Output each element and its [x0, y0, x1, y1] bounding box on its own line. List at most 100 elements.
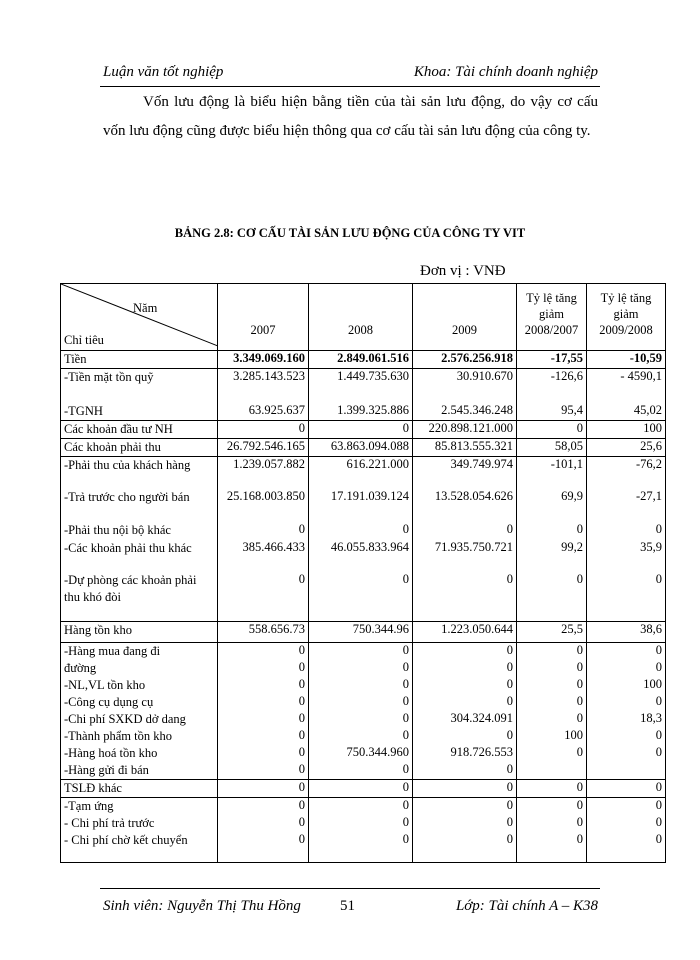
cell-value: 0: [516, 815, 587, 832]
column-header: Tỷ lệ tăng giảm 2009/2008: [586, 283, 666, 351]
cell-value: 0: [586, 832, 666, 863]
cell-value: -76,2: [586, 456, 666, 489]
header-left: Luận văn tốt nghiệp: [103, 64, 224, 80]
cell-value: 0: [586, 521, 666, 540]
header-rule: [100, 86, 600, 87]
row-label: -Hàng hoá tồn kho: [60, 745, 218, 762]
corner-top: Năm: [133, 301, 158, 315]
table-row: - Chi phí trả trước 0 0 0 0 0: [60, 815, 666, 832]
cell-value: 0: [516, 642, 587, 660]
table-row: -Trả trước cho người bán 25.168.003.850 17…: [60, 488, 666, 522]
cell-value: 0: [217, 815, 309, 832]
row-label: Hàng tồn kho: [60, 621, 218, 643]
cell-value: 0: [586, 660, 666, 677]
cell-value: 558.656.73: [217, 621, 309, 643]
diagonal: [61, 284, 217, 346]
cell-value: 0: [308, 779, 413, 798]
cell-value: 0: [516, 571, 587, 622]
header-row: Năm Chỉ tiêu 2007 2008 2009 Tỷ lệ tăng giảm…: [60, 283, 666, 351]
cell-value: 0: [308, 832, 413, 863]
cell-value: 71.935.750.721: [412, 539, 517, 572]
table-row: -Phải thu nội bộ khác 0 0 0 0 0: [60, 521, 666, 540]
cell-value: 220.898.121.000: [412, 420, 517, 439]
cell-value: 0: [412, 694, 517, 711]
cell-value: 0: [412, 797, 517, 815]
cell-value: 0: [217, 521, 309, 540]
row-label: Tiền: [60, 350, 218, 369]
row-label: -Tiền mặt tồn quỹ: [60, 368, 218, 403]
table-row: - Chi phí chờ kết chuyển 0 0 0 0 0: [60, 832, 666, 863]
table-row: -Hàng mua đang đi 0 0 0 0 0: [60, 642, 666, 660]
row-label: - Chi phí trả trước: [60, 815, 218, 832]
cell-value: 0: [308, 677, 413, 694]
cell-value: 63.863.094.088: [308, 438, 413, 457]
table-row: -Tiền mặt tồn quỹ 3.285.143.523 1.449.735.…: [60, 368, 666, 403]
cell-value: 25.168.003.850: [217, 488, 309, 522]
row-label: -Dự phòng các khoản phải thu khó đòi: [60, 571, 218, 622]
cell-value: 0: [412, 677, 517, 694]
cell-value: 0: [217, 660, 309, 677]
cell-value: [516, 762, 587, 780]
cell-value: 304.324.091: [412, 711, 517, 728]
row-label: -Phải thu nội bộ khác: [60, 521, 218, 540]
cell-value: 0: [586, 779, 666, 798]
corner-bottom: Chỉ tiêu: [64, 333, 104, 347]
table-row: -Hàng gửi đi bán 0 0 0: [60, 762, 666, 780]
cell-value: 100: [516, 728, 587, 745]
table-title: BẢNG 2.8: CƠ CẤU TÀI SẢN LƯU ĐỘNG CỦA CÔ…: [174, 226, 526, 240]
cell-value: 0: [516, 797, 587, 815]
row-label: -Công cụ dụng cụ: [60, 694, 218, 711]
table-row: Các khoản đầu tư NH 0 0 220.898.121.000 0 100: [60, 420, 666, 439]
cell-value: 30.910.670: [412, 368, 517, 403]
cell-value: 0: [516, 521, 587, 540]
table-row: -NL,VL tồn kho 0 0 0 0 100: [60, 677, 666, 694]
cell-value: 0: [516, 420, 587, 439]
row-label: Các khoản phải thu: [60, 438, 218, 457]
cell-value: 0: [412, 660, 517, 677]
row-label: -Các khoản phải thu khác: [60, 539, 218, 572]
cell-value: 0: [516, 832, 587, 863]
cell-value: 0: [516, 779, 587, 798]
table-row: -Dự phòng các khoản phải thu khó đòi 0 0 0 0…: [60, 571, 666, 622]
cell-value: 385.466.433: [217, 539, 309, 572]
cell-value: 0: [516, 711, 587, 728]
cell-value: 3.285.143.523: [217, 368, 309, 403]
footer-class: Lớp: Tài chính A – K38: [455, 898, 598, 914]
cell-value: 85.813.555.321: [412, 438, 517, 457]
cell-value: 0: [516, 745, 587, 762]
cell-value: 750.344.96: [308, 621, 413, 643]
row-label: TSLĐ khác: [60, 779, 218, 798]
row-label: -TGNH: [60, 402, 218, 421]
cell-value: 0: [412, 728, 517, 745]
table-row: -Chi phí SXKD dở dang 0 0 304.324.091 0 18,3: [60, 711, 666, 728]
table-row: Hàng tồn kho 558.656.73 750.344.96 1.223.05…: [60, 621, 666, 643]
paragraph: Vốn lưu động là biểu hiện bằng tiền của …: [103, 94, 598, 139]
cell-value: 0: [586, 797, 666, 815]
cell-value: 0: [412, 762, 517, 780]
cell-value: 0: [217, 571, 309, 622]
unit-label: Đơn vị : VNĐ: [420, 263, 506, 279]
cell-value: 13.528.054.626: [412, 488, 517, 522]
corner-cell: Năm Chỉ tiêu: [60, 283, 218, 351]
cell-value: 1.239.057.882: [217, 456, 309, 489]
cell-value: 0: [308, 694, 413, 711]
column-header: 2009: [412, 283, 517, 351]
cell-value: 0: [516, 694, 587, 711]
footer-student: Sinh viên: Nguyễn Thị Thu Hồng: [103, 898, 301, 914]
cell-value: 616.221.000: [308, 456, 413, 489]
cell-value: 0: [308, 420, 413, 439]
cell-value: 25,6: [586, 438, 666, 457]
cell-value: 0: [217, 832, 309, 863]
cell-value: 750.344.960: [308, 745, 413, 762]
cell-value: -126,6: [516, 368, 587, 403]
cell-value: 0: [516, 677, 587, 694]
row-label: đường: [60, 660, 218, 677]
table-row: Các khoản phải thu 26.792.546.165 63.863.0…: [60, 438, 666, 457]
cell-value: 0: [217, 642, 309, 660]
cell-value: 0: [217, 762, 309, 780]
cell-value: 0: [586, 571, 666, 622]
cell-value: 63.925.637: [217, 402, 309, 421]
row-label: -Thành phẩm tồn kho: [60, 728, 218, 745]
cell-value: 26.792.546.165: [217, 438, 309, 457]
